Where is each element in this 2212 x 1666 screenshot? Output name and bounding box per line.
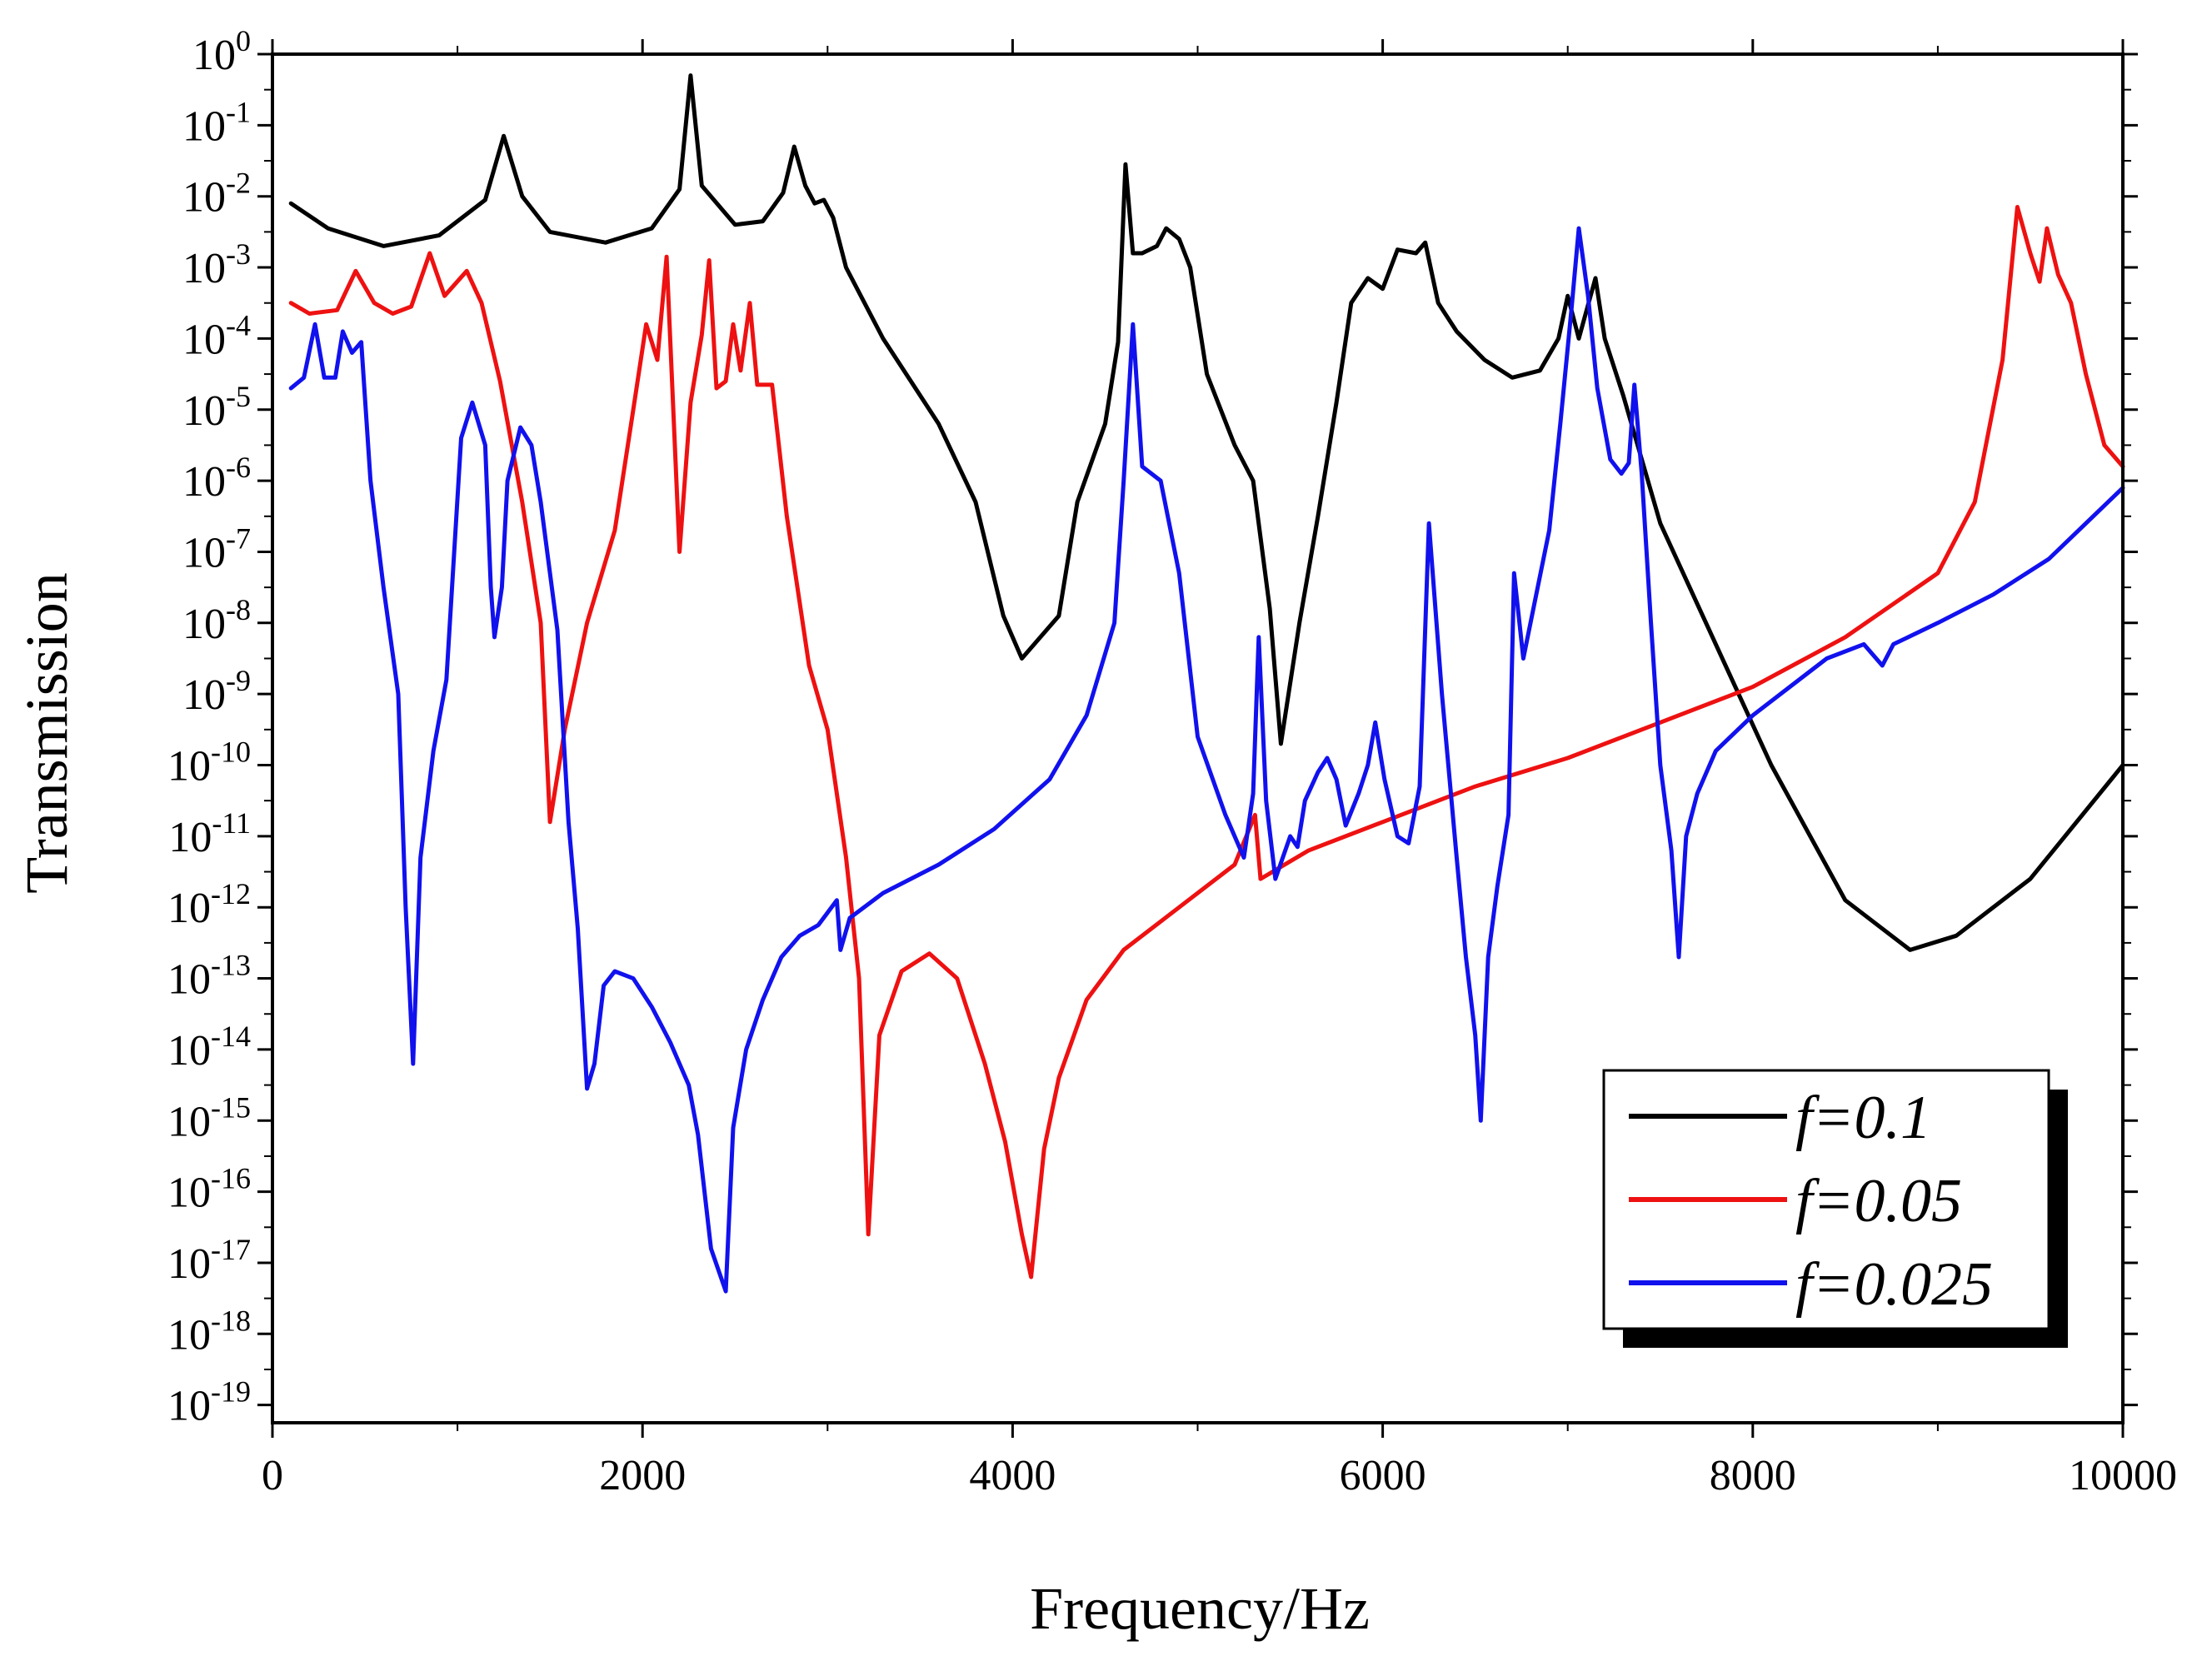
y-tick-label: 10-1 xyxy=(182,95,251,150)
y-tick-label: 10-12 xyxy=(167,877,251,932)
x-tick-label: 6000 xyxy=(1340,1452,1426,1499)
plot-series xyxy=(288,73,2125,1294)
x-axis-tick-labels: 0 2000 4000 6000 8000 10000 xyxy=(262,1452,2177,1499)
y-tick-label: 10-14 xyxy=(167,1020,251,1075)
y-tick-label: 10-3 xyxy=(182,237,251,292)
x-axis-title: Frequency/Hz xyxy=(1030,1575,1370,1642)
x-tick-label: 8000 xyxy=(1710,1452,1796,1499)
y-tick-label: 10-2 xyxy=(182,167,251,222)
y-tick-label: 10-13 xyxy=(167,949,251,1004)
y-tick-label: 10-18 xyxy=(167,1304,251,1359)
y-tick-label: 10-6 xyxy=(182,451,251,506)
x-tick-label: 0 xyxy=(262,1452,283,1499)
y-tick-label: 10-17 xyxy=(167,1233,251,1288)
legend-label-1: f=0.1 xyxy=(1795,1084,1931,1152)
series-line-1 xyxy=(288,73,2125,952)
x-tick-label: 10000 xyxy=(2069,1452,2177,1499)
y-tick-label: 100 xyxy=(192,24,251,79)
y-tick-label: 10-10 xyxy=(167,736,251,791)
y-axis-title: Transmission xyxy=(13,572,80,893)
series-line-3 xyxy=(288,226,2125,1294)
y-tick-label: 10-4 xyxy=(182,308,251,363)
x-tick-label: 4000 xyxy=(969,1452,1056,1499)
y-axis-ticks xyxy=(257,52,2138,1407)
y-tick-label: 10-19 xyxy=(167,1375,251,1430)
y-tick-label: 10-5 xyxy=(182,380,251,435)
y-tick-label: 10-16 xyxy=(167,1162,251,1217)
x-axis-ticks xyxy=(271,39,2125,1438)
legend-label-3: f=0.025 xyxy=(1795,1250,1993,1319)
legend: f=0.1 f=0.05 f=0.025 xyxy=(1602,1069,2068,1348)
y-tick-label: 10-15 xyxy=(167,1090,251,1145)
y-axis-tick-labels: 100 10-1 10-2 10-3 10-4 10-5 10-6 10-7 10-8 10-9 1… xyxy=(167,24,251,1430)
y-tick-label: 10-11 xyxy=(168,806,251,861)
plot-frame xyxy=(271,52,2125,1424)
x-tick-label: 2000 xyxy=(599,1452,686,1499)
legend-label-2: f=0.05 xyxy=(1795,1167,1962,1235)
y-tick-label: 10-9 xyxy=(182,664,251,719)
y-tick-label: 10-7 xyxy=(182,521,251,576)
y-tick-label: 10-8 xyxy=(182,593,251,648)
